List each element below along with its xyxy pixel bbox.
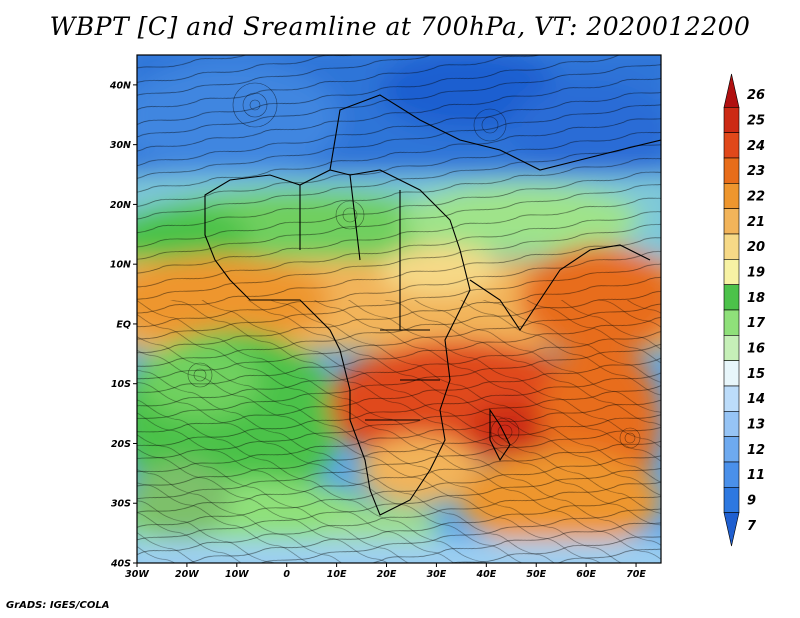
colorbar-segment bbox=[723, 309, 740, 336]
streamline-vortices bbox=[187, 82, 641, 449]
lon-tick-label: 30E bbox=[427, 569, 447, 580]
lat-tick-label: 40S bbox=[110, 559, 131, 570]
colorbar-label: 22 bbox=[747, 190, 765, 205]
lat-tick-label: 10N bbox=[110, 260, 131, 271]
lon-tick-label: 20W bbox=[175, 569, 199, 580]
colorbar-label: 11 bbox=[747, 468, 765, 483]
lon-tick-label: 40E bbox=[475, 569, 496, 580]
colorbar-segment bbox=[723, 157, 740, 184]
colorbar-segment bbox=[723, 183, 740, 209]
lat-tick-label: 30S bbox=[111, 499, 131, 510]
lon-tick-label: 0 bbox=[283, 569, 290, 580]
lat-tick-label: 20S bbox=[111, 439, 131, 450]
lon-tick-label: 60E bbox=[576, 569, 596, 580]
lat-tick-label: 40N bbox=[109, 80, 131, 91]
colorbar-segment bbox=[723, 436, 740, 463]
colorbar-label: 15 bbox=[747, 367, 765, 382]
colorbar-segment bbox=[723, 107, 740, 133]
colorbar-label: 19 bbox=[747, 266, 765, 281]
lon-tick-label: 20E bbox=[377, 569, 397, 580]
grads-credit: GrADS: IGES/COLA bbox=[6, 600, 110, 611]
colorbar-label: 20 bbox=[747, 240, 765, 255]
colorbar-segment bbox=[723, 411, 740, 437]
colorbar-label: 14 bbox=[747, 392, 765, 407]
colorbar-segment bbox=[723, 73, 740, 108]
colorbar-segment bbox=[723, 233, 740, 260]
colorbar-label: 23 bbox=[747, 164, 765, 179]
colorbar-segment bbox=[723, 259, 740, 285]
colorbar-segment bbox=[723, 360, 740, 387]
lat-tick-label: 10S bbox=[111, 379, 131, 390]
lon-tick-label: 50E bbox=[526, 569, 546, 580]
colorbar-label: 21 bbox=[747, 215, 765, 230]
lat-tick-label: 30N bbox=[110, 140, 131, 151]
colorbar-label: 26 bbox=[747, 88, 765, 103]
colorbar-label: 18 bbox=[747, 291, 765, 306]
colorbar-label: 16 bbox=[747, 342, 765, 357]
colorbar-label: 13 bbox=[747, 418, 765, 433]
colorbar-label: 9 bbox=[747, 494, 756, 509]
colorbar-label: 24 bbox=[747, 139, 765, 154]
colorbar-segment bbox=[723, 132, 740, 159]
colorbar-segment bbox=[723, 512, 740, 547]
lat-tick-label: EQ bbox=[116, 319, 131, 330]
lon-tick-label: 70E bbox=[626, 569, 646, 580]
lon-tick-label: 10E bbox=[327, 569, 347, 580]
longitude-axis: 30W 20W 10W 0 10E 20E 30E 40E 50E 60E 70E bbox=[125, 563, 646, 580]
coastlines-borders bbox=[204, 94, 661, 516]
colorbar-legend: 26 25 24 23 22 21 20 19 18 17 16 15 14 13 12 11 9 7 bbox=[723, 73, 766, 547]
colorbar-label: 12 bbox=[747, 443, 765, 458]
colorbar-segment bbox=[723, 487, 740, 513]
colorbar-segment bbox=[723, 284, 740, 311]
latitude-axis: 40N 30N 20N 10N EQ 10S 20S 30S 40S bbox=[109, 80, 137, 570]
colorbar-label: 25 bbox=[747, 114, 765, 129]
map-title: WBPT [C] and Sreamline at 700hPa, VT: 20… bbox=[49, 12, 751, 41]
colorbar-segment bbox=[723, 208, 740, 235]
colorbar-segment bbox=[723, 385, 740, 412]
lon-tick-label: 10W bbox=[225, 569, 249, 580]
colorbar-label: 7 bbox=[747, 519, 757, 534]
map-frame bbox=[136, 54, 662, 564]
colorbar-label: 17 bbox=[747, 316, 766, 331]
colorbar-segment bbox=[723, 335, 740, 361]
temperature-field bbox=[137, 55, 661, 563]
lat-tick-label: 20N bbox=[110, 200, 131, 211]
lon-tick-label: 30W bbox=[125, 569, 149, 580]
colorbar-segment bbox=[723, 461, 740, 488]
